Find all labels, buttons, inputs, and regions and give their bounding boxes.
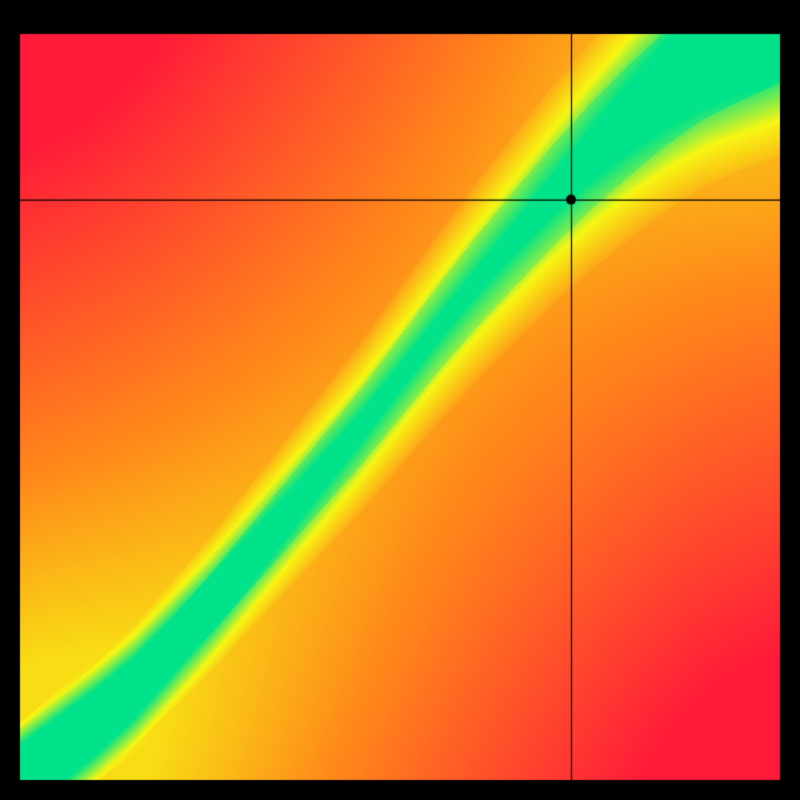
chart-container: TheBottleneck.com bbox=[0, 0, 800, 800]
heatmap-canvas bbox=[0, 0, 800, 800]
watermark-text: TheBottleneck.com bbox=[577, 6, 780, 32]
